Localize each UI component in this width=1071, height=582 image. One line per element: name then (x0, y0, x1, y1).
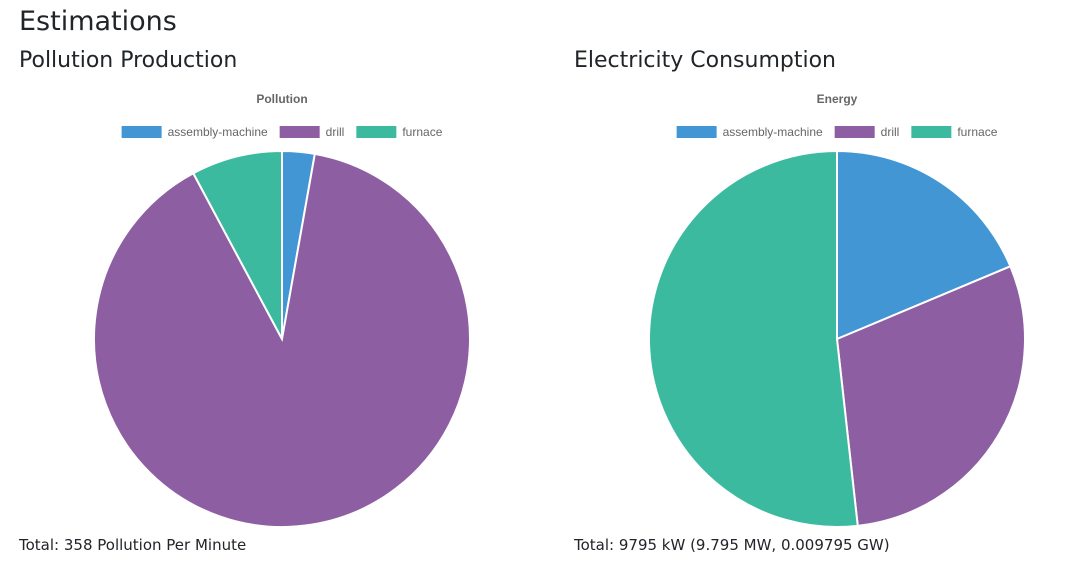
pollution-slice-drill[interactable] (93, 152, 472, 528)
pollution-legend-item-drill[interactable]: drill (279, 125, 345, 139)
page-title: Estimations (19, 6, 177, 37)
pollution-legend-swatch-assembly-machine (121, 126, 162, 138)
energy-pie-chart: Energy assembly-machine drill furnace (648, 92, 1026, 528)
energy-legend-item-furnace[interactable]: furnace (911, 125, 998, 139)
pollution-section-title: Pollution Production (19, 48, 238, 73)
energy-total: Total: 9795 kW (9.795 MW, 0.009795 GW) (574, 536, 890, 554)
energy-legend-item-assembly-machine[interactable]: assembly-machine (676, 125, 823, 139)
pollution-total: Total: 358 Pollution Per Minute (19, 536, 247, 554)
energy-slice-assembly-machine[interactable] (836, 149, 1012, 341)
energy-legend-swatch-assembly-machine (676, 126, 717, 138)
energy-legend-item-drill[interactable]: drill (834, 125, 900, 139)
pollution-pie-chart: Pollution assembly-machine drill furnace (93, 92, 472, 528)
energy-legend-label-assembly-machine: assembly-machine (723, 125, 823, 139)
pollution-chart-heading: Pollution (256, 92, 307, 106)
pollution-legend-label-furnace: furnace (402, 125, 442, 139)
energy-panel: Electricity Consumption Energy assembly-m… (555, 0, 1071, 582)
energy-legend-swatch-drill (834, 126, 875, 138)
energy-section-title: Electricity Consumption (574, 48, 836, 73)
energy-legend-swatch-furnace (911, 126, 952, 138)
energy-chart-heading: Energy (817, 92, 858, 106)
pollution-panel: Pollution Production Pollution assembly-m… (0, 0, 520, 582)
energy-slice-furnace[interactable] (648, 149, 859, 528)
pollution-legend-item-furnace[interactable]: furnace (356, 125, 443, 139)
pollution-legend-label-drill: drill (326, 125, 345, 139)
pollution-slice-furnace[interactable] (191, 149, 283, 340)
pollution-legend-swatch-drill (279, 126, 320, 138)
energy-slice-drill[interactable] (835, 265, 1026, 527)
energy-legend-label-drill: drill (881, 125, 900, 139)
pollution-legend-label-assembly-machine: assembly-machine (168, 125, 268, 139)
energy-legend-label-furnace: furnace (957, 125, 997, 139)
pollution-legend-item-assembly-machine[interactable]: assembly-machine (121, 125, 268, 139)
pollution-legend-swatch-furnace (356, 126, 397, 138)
